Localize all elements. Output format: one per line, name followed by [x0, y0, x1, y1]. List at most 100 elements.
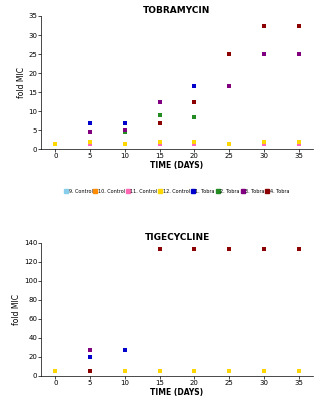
Title: TIGECYCLINE: TIGECYCLINE: [145, 233, 210, 242]
Point: [261, 22, 266, 29]
Point: [261, 51, 266, 57]
Point: [157, 98, 162, 105]
Point: [53, 368, 58, 374]
Point: [192, 140, 197, 147]
Point: [192, 246, 197, 252]
Point: [88, 368, 93, 374]
Point: [261, 368, 266, 374]
Point: [261, 368, 266, 374]
Point: [296, 368, 301, 374]
Point: [88, 129, 93, 135]
Point: [88, 347, 93, 354]
Point: [261, 138, 266, 145]
Point: [122, 140, 128, 147]
Point: [226, 246, 232, 252]
Point: [157, 138, 162, 145]
Point: [157, 138, 162, 145]
Point: [88, 140, 93, 147]
Point: [296, 138, 301, 145]
Point: [88, 138, 93, 145]
Point: [261, 138, 266, 145]
Point: [192, 246, 197, 252]
Point: [192, 246, 197, 252]
Point: [122, 127, 128, 134]
Point: [192, 368, 197, 374]
Point: [157, 368, 162, 374]
Point: [226, 246, 232, 252]
Point: [122, 140, 128, 147]
Point: [53, 140, 58, 147]
Point: [122, 368, 128, 374]
Point: [192, 140, 197, 147]
Point: [261, 140, 266, 147]
Point: [88, 368, 93, 374]
Point: [192, 246, 197, 252]
Point: [296, 368, 301, 374]
Point: [192, 138, 197, 145]
Point: [88, 140, 93, 147]
Point: [261, 246, 266, 252]
Point: [192, 138, 197, 145]
Point: [157, 120, 162, 126]
Point: [296, 51, 301, 57]
Point: [88, 347, 93, 354]
Point: [88, 368, 93, 374]
Point: [226, 51, 232, 57]
Point: [157, 368, 162, 374]
Point: [226, 368, 232, 374]
Point: [261, 246, 266, 252]
Point: [157, 140, 162, 147]
Point: [157, 246, 162, 252]
Point: [226, 83, 232, 90]
Point: [157, 98, 162, 105]
X-axis label: TIME (DAYS): TIME (DAYS): [151, 388, 204, 396]
Point: [122, 368, 128, 374]
Point: [122, 347, 128, 354]
Point: [192, 368, 197, 374]
Y-axis label: fold MIC: fold MIC: [12, 294, 21, 325]
Point: [226, 51, 232, 57]
Point: [226, 368, 232, 374]
Point: [157, 368, 162, 374]
Point: [261, 51, 266, 57]
Point: [157, 246, 162, 252]
Point: [88, 368, 93, 374]
Point: [157, 246, 162, 252]
Point: [296, 138, 301, 145]
Title: TOBRAMYCIN: TOBRAMYCIN: [143, 6, 211, 15]
Point: [261, 51, 266, 57]
Point: [261, 246, 266, 252]
Point: [261, 246, 266, 252]
Point: [226, 140, 232, 147]
Point: [192, 114, 197, 120]
Point: [157, 368, 162, 374]
Point: [226, 246, 232, 252]
Y-axis label: fold MIC: fold MIC: [17, 67, 26, 98]
Point: [261, 138, 266, 145]
Point: [192, 368, 197, 374]
Point: [296, 51, 301, 57]
Point: [192, 83, 197, 90]
Point: [122, 120, 128, 126]
Legend: 9. Control, 10. Control, 11. Control, 12. Control, 1. Tobra, 2. Tobra, 3. Tobra,: 9. Control, 10. Control, 11. Control, 12…: [65, 189, 289, 194]
Point: [192, 368, 197, 374]
Point: [122, 129, 128, 135]
Point: [88, 354, 93, 360]
Point: [226, 140, 232, 147]
Point: [226, 140, 232, 147]
Point: [88, 138, 93, 145]
Point: [53, 368, 58, 374]
Point: [122, 368, 128, 374]
Point: [296, 22, 301, 29]
Point: [296, 140, 301, 147]
Point: [296, 246, 301, 252]
Point: [122, 140, 128, 147]
Point: [261, 368, 266, 374]
Point: [157, 138, 162, 145]
Point: [53, 140, 58, 147]
Point: [53, 368, 58, 374]
Point: [261, 368, 266, 374]
Point: [226, 246, 232, 252]
Point: [226, 51, 232, 57]
Point: [296, 51, 301, 57]
